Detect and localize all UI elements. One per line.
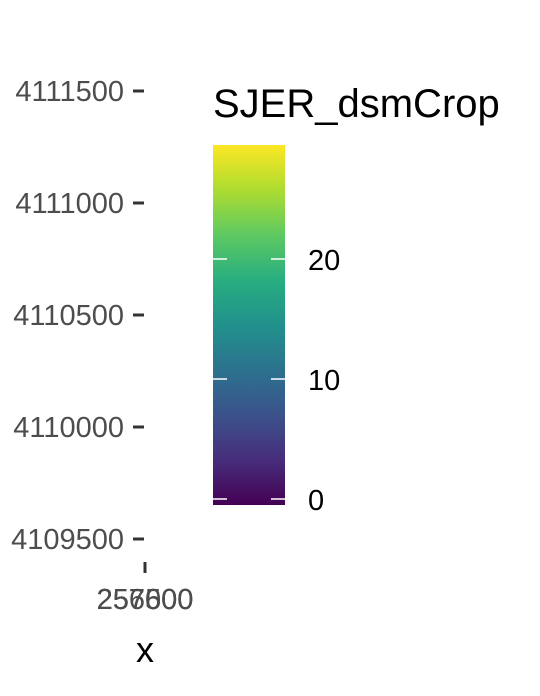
y-tick-label: 4110500 <box>13 300 124 332</box>
y-tick-label: 4111000 <box>15 188 124 220</box>
x-axis-title: x <box>136 629 154 670</box>
colorbar-tick-label: 10 <box>308 365 340 397</box>
colorbar-ticks: 0 10 20 <box>213 245 340 517</box>
y-tick-label: 4109500 <box>11 524 124 556</box>
colorbar-gradient <box>213 145 285 505</box>
x-tick-label: 256000 <box>97 584 194 616</box>
x-tick-label: 257500 <box>97 584 194 616</box>
y-tick-label: 4110000 <box>13 412 124 444</box>
colorbar-tick-label: 20 <box>308 245 340 277</box>
x-tick-label: 257600 <box>97 584 194 616</box>
y-axis: 4109500 4110000 4110500 4111000 4111500 <box>11 76 144 556</box>
colorbar-title: SJER_dsmCrop <box>213 82 500 126</box>
colorbar-legend: SJER_dsmCrop 0 10 20 <box>213 82 500 517</box>
y-tick-label: 4111500 <box>15 76 124 108</box>
colorbar-tick-label: 0 <box>308 485 324 517</box>
